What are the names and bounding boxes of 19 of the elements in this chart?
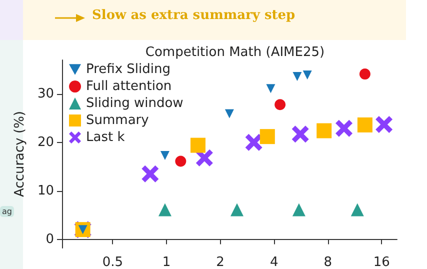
x-tick-label: 8 <box>324 255 332 269</box>
y-tick-label: 10 <box>37 183 54 198</box>
x-tick-label: 4 <box>270 255 278 269</box>
x-tick-label: 2 <box>216 255 224 269</box>
legend-label: Sliding window <box>86 96 184 111</box>
legend-label: Summary <box>86 113 150 128</box>
y-tick-label: 20 <box>37 134 54 150</box>
legend-label: Prefix Sliding <box>86 62 171 77</box>
y-tick-label: 0 <box>46 232 54 247</box>
legend-label: Last k <box>86 130 126 145</box>
x-tick-label: 1 <box>162 255 171 269</box>
chart-title: Competition Math (AIME25) <box>145 45 325 60</box>
legend-label: Full attention <box>86 79 172 94</box>
x-tick-label: 16 <box>373 255 390 269</box>
text: Slow as extra summary step <box>92 8 296 23</box>
y-tick-label: 30 <box>37 86 54 102</box>
x-tick-label: 0.5 <box>102 255 124 269</box>
y-axis-title: Accuracy (%) <box>12 111 28 197</box>
text: ag <box>0 206 14 217</box>
